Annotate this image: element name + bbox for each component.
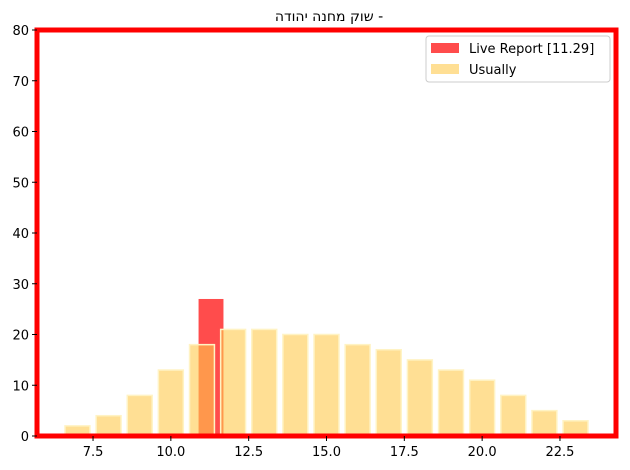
usually-bar [282,333,309,437]
chart-title: שוק מחנה יהודה - [275,9,383,25]
usually-bar [95,414,122,437]
x-tick-label: 22.5 [545,445,574,460]
usually-bar [344,343,371,437]
usually-bar [188,343,216,437]
x-tick-label: 12.5 [234,445,263,460]
usually-bar [219,328,247,437]
usually-bar [251,328,278,437]
usually-bar [406,359,434,437]
usually-bar [500,394,527,437]
plot-area [64,298,589,437]
x-tick-label: 7.5 [83,445,104,460]
legend-swatch [431,43,459,53]
y-tick-label: 70 [12,75,29,90]
legend-label: Live Report [11.29] [469,42,594,57]
y-tick-label: 40 [12,227,29,242]
usually-bar [126,394,153,437]
usually-bar [468,379,496,437]
x-tick-label: 20.0 [468,445,497,460]
y-tick-label: 80 [12,24,29,39]
x-tick-label: 17.5 [390,445,419,460]
y-tick-label: 50 [12,176,29,191]
usually-bar [157,369,185,437]
x-tick-label: 10.0 [156,445,185,460]
legend-swatch [431,64,459,74]
legend-box [425,35,611,83]
axes: 7.5 10.0 12.5 15.0 17.5 20.0 22.5 0 10 20 30 40 50 60… [12,24,619,460]
usually-bar [313,333,340,437]
legend-label: Usually [469,63,517,78]
x-tick-label: 15.0 [312,445,341,460]
y-tick-label: 20 [12,329,29,344]
y-tick-label: 60 [12,126,29,141]
y-tick-label: 0 [21,430,29,445]
y-tick-label: 30 [12,278,29,293]
usually-bar [531,409,558,437]
y-tick-label: 10 [12,379,29,394]
usually-bar [437,369,465,437]
legend: Live Report [11.29] Usually [425,35,611,83]
usually-bar [375,348,402,437]
